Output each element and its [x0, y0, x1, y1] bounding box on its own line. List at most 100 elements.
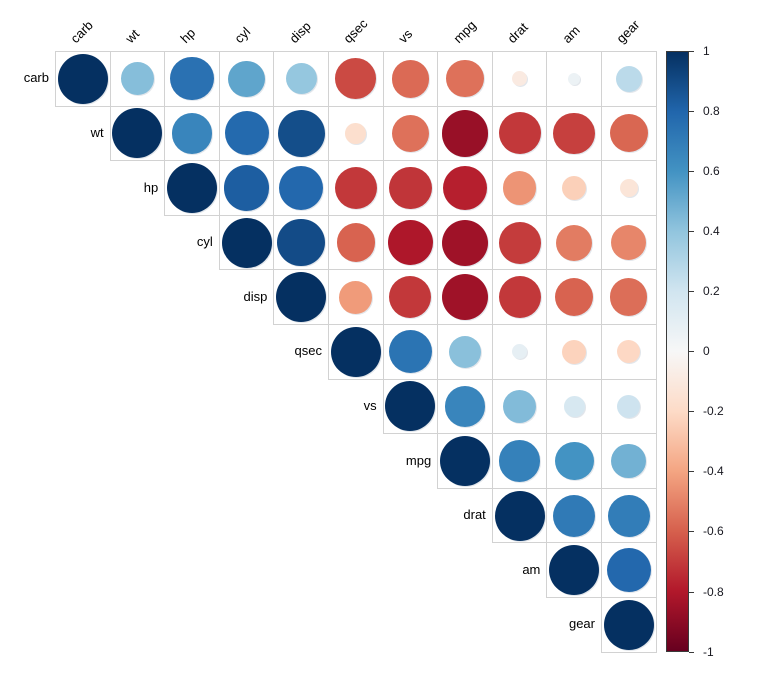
- row-label-gear: gear: [568, 616, 595, 632]
- colorbar-tick-label: -0.8: [703, 584, 724, 599]
- colorbar-tick: [689, 411, 694, 413]
- corr-circle-disp-mpg: [441, 274, 489, 321]
- corr-circle-hp-hp: [167, 163, 217, 213]
- corr-circle-mpg-mpg: [440, 436, 490, 486]
- corr-circle-disp-vs: [389, 276, 432, 319]
- corr-circle-wt-hp: [171, 113, 213, 154]
- col-label-gear: gear: [613, 16, 643, 46]
- col-label-disp: disp: [286, 18, 314, 46]
- corr-circle-cyl-disp: [277, 218, 325, 267]
- col-label-drat: drat: [504, 19, 531, 46]
- colorbar-tick: [689, 651, 694, 653]
- corr-circle-qsec-mpg: [448, 335, 482, 368]
- corr-circle-cyl-vs: [387, 220, 433, 266]
- corr-circle-drat-am: [553, 494, 596, 537]
- colorbar-tick: [689, 291, 694, 293]
- corr-circle-wt-disp: [277, 109, 325, 157]
- col-label-cyl: cyl: [231, 24, 254, 46]
- corr-circle-hp-drat: [502, 171, 537, 205]
- corr-circle-disp-drat: [498, 276, 541, 319]
- colorbar-tick: [689, 471, 694, 473]
- corr-circle-am-gear: [606, 547, 652, 593]
- col-label-qsec: qsec: [340, 15, 371, 46]
- corr-circle-wt-cyl: [224, 111, 269, 156]
- corr-circle-am-am: [549, 545, 600, 596]
- row-label-vs: vs: [363, 397, 377, 413]
- corr-cell-vs-gear: [601, 378, 657, 435]
- corr-circle-vs-gear: [617, 394, 641, 418]
- colorbar-tick: [689, 531, 694, 533]
- col-label-mpg: mpg: [449, 17, 479, 46]
- corr-circle-qsec-am: [562, 339, 587, 364]
- colorbar-tick-label: -0.4: [703, 464, 724, 479]
- colorbar-tick: [689, 351, 694, 353]
- row-label-disp: disp: [243, 288, 268, 304]
- corr-circle-hp-disp: [278, 165, 324, 211]
- row-label-qsec: qsec: [294, 343, 322, 359]
- corr-circle-cyl-qsec: [336, 223, 375, 262]
- corr-circle-hp-vs: [389, 166, 432, 210]
- colorbar-tick-label: 0.2: [703, 284, 720, 299]
- col-label-am: am: [559, 22, 583, 46]
- corr-circle-mpg-am: [554, 441, 594, 481]
- colorbar-tick-label: -0.6: [703, 524, 724, 539]
- corr-circle-wt-gear: [609, 114, 648, 153]
- corr-circle-carb-gear: [615, 65, 642, 92]
- corr-circle-carb-mpg: [446, 60, 484, 98]
- colorbar-tick-label: -1: [703, 644, 714, 659]
- corr-circle-carb-carb: [57, 53, 108, 104]
- colorbar-tick: [689, 591, 694, 593]
- corr-circle-qsec-qsec: [330, 326, 381, 377]
- corr-circle-wt-qsec: [345, 123, 367, 144]
- corr-circle-cyl-mpg: [441, 219, 489, 266]
- corr-circle-hp-qsec: [334, 166, 377, 210]
- corr-circle-hp-gear: [619, 178, 638, 197]
- corr-circle-carb-vs: [391, 59, 430, 98]
- corr-circle-drat-gear: [607, 494, 650, 537]
- corr-circle-hp-cyl: [223, 165, 270, 211]
- colorbar-tick-label: 1: [703, 44, 710, 58]
- colorbar-tick: [689, 231, 694, 233]
- corr-circle-hp-am: [561, 175, 587, 201]
- corr-circle-wt-vs: [391, 114, 429, 152]
- col-label-vs: vs: [395, 26, 416, 46]
- colorbar-tick-label: -0.2: [703, 404, 724, 419]
- corr-circle-qsec-drat: [512, 344, 528, 360]
- corr-circle-wt-drat: [498, 112, 541, 155]
- corr-circle-cyl-cyl: [221, 217, 272, 268]
- corr-circle-vs-drat: [503, 389, 537, 423]
- row-label-cyl: cyl: [196, 234, 213, 250]
- corr-circle-carb-cyl: [228, 60, 265, 97]
- col-label-hp: hp: [176, 25, 198, 46]
- corr-circle-carb-qsec: [335, 58, 377, 100]
- corr-circle-mpg-drat: [498, 440, 541, 482]
- colorbar-tick-label: 0: [703, 344, 710, 359]
- corr-circle-carb-drat: [512, 71, 528, 87]
- corr-circle-cyl-gear: [611, 225, 647, 261]
- corr-circle-carb-am: [568, 72, 581, 85]
- row-label-wt: wt: [90, 124, 104, 140]
- corr-circle-wt-wt: [112, 108, 163, 159]
- corr-circle-cyl-am: [556, 224, 593, 261]
- row-label-drat: drat: [463, 507, 486, 523]
- colorbar-tick: [689, 171, 694, 173]
- corr-circle-hp-mpg: [442, 165, 488, 211]
- colorbar: [666, 51, 689, 652]
- col-label-carb: carb: [67, 17, 97, 46]
- col-label-wt: wt: [122, 26, 143, 46]
- corr-circle-disp-am: [554, 277, 594, 317]
- corr-circle-carb-disp: [285, 63, 317, 95]
- corr-circle-carb-wt: [121, 62, 154, 96]
- colorbar-tick: [689, 51, 694, 52]
- corr-circle-wt-am: [553, 112, 595, 155]
- corr-circle-carb-hp: [170, 57, 214, 101]
- corr-circle-vs-mpg: [444, 386, 486, 427]
- corr-circle-cyl-drat: [498, 221, 541, 264]
- corr-cell-cyl-gear: [601, 214, 657, 271]
- colorbar-tick: [689, 111, 694, 113]
- corr-circle-disp-gear: [610, 278, 648, 316]
- corr-circle-qsec-gear: [617, 340, 641, 364]
- corr-circle-wt-mpg: [441, 110, 489, 157]
- row-label-mpg: mpg: [405, 452, 432, 468]
- row-label-carb: carb: [23, 70, 49, 86]
